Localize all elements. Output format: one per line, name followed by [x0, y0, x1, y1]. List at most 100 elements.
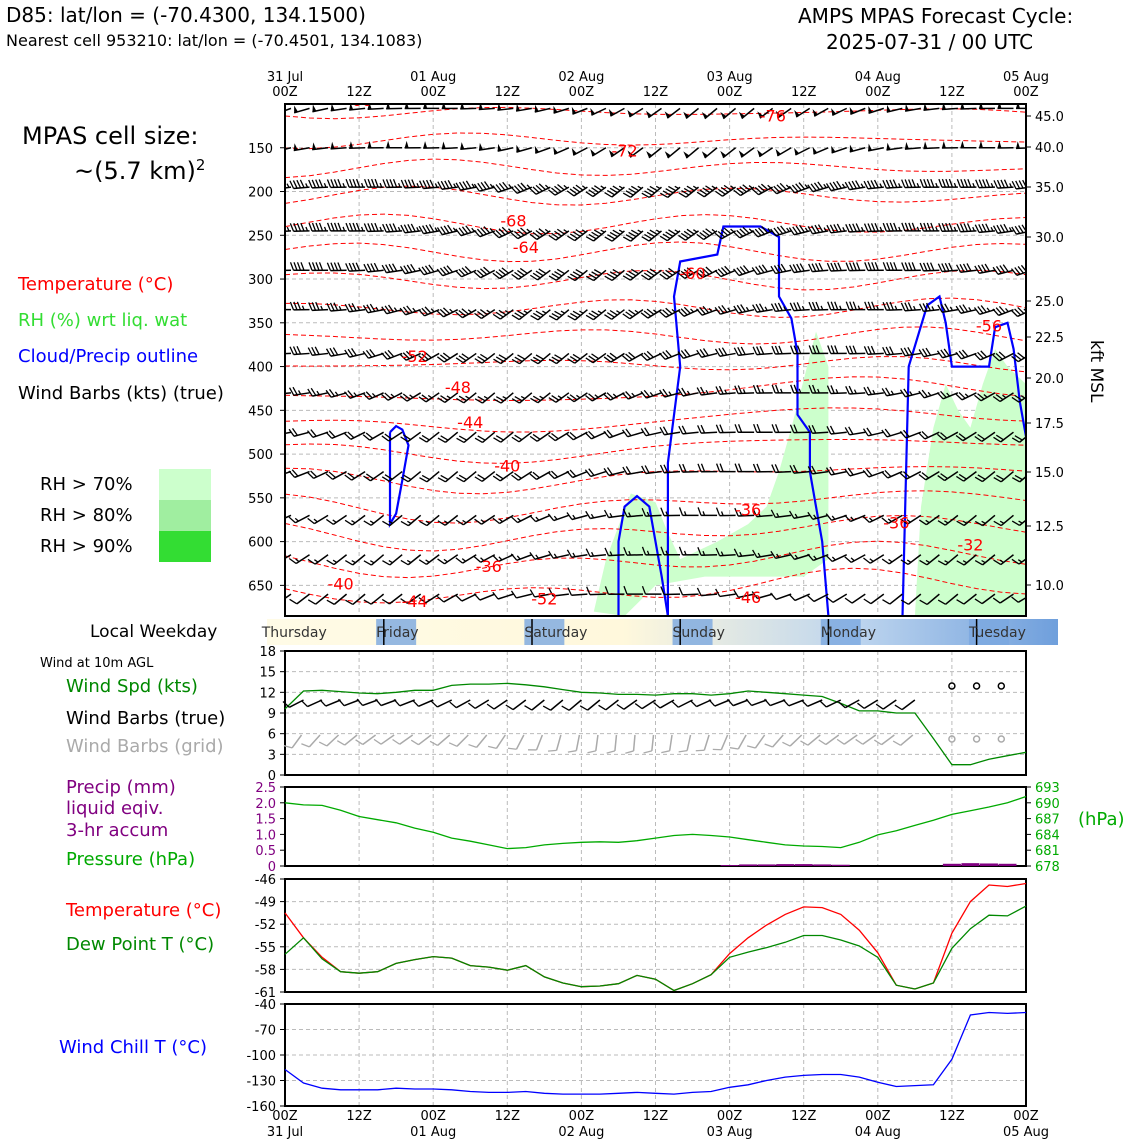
wind-barb-r11-half — [609, 551, 613, 556]
temp-label-1: -76 — [760, 107, 786, 126]
wind-barb-r9-full — [902, 471, 911, 478]
wind-barb-r1 — [831, 145, 847, 154]
wind-barb-r0 — [978, 104, 995, 110]
wind-barb-r2-full — [498, 182, 506, 191]
wind-barb-r9-full — [384, 474, 393, 480]
wind-barb-r6-full — [699, 348, 706, 357]
wind-barb-r8-shaft — [285, 431, 292, 436]
wind-barb-r0-flag — [646, 110, 652, 118]
cross-section-panel: -60-76-72-68-64-60-56-52-48-44-40-36-36-… — [248, 103, 1064, 617]
wind-barb-r6-full — [585, 357, 594, 364]
wind-barb-r2-full — [825, 183, 832, 191]
wind-barb-r2-full — [333, 179, 339, 188]
wind-barb-r7-half — [853, 389, 857, 394]
wind-barb-r8-full — [511, 436, 520, 443]
wind-barb-r11-full — [993, 559, 1002, 566]
wind-barb-r9-shaft — [426, 471, 440, 483]
wind-barb-r4-full — [941, 263, 947, 272]
wind10-barb-true-full — [764, 698, 771, 706]
wind-barb-r5-full — [733, 305, 740, 314]
wind10-barb-grid — [695, 734, 710, 752]
wind-barb-r5-full — [1017, 306, 1025, 314]
wind-barb-r5-shaft — [499, 309, 514, 320]
wind-barb-r5-shaft — [367, 308, 384, 314]
wind-barb-r8-full — [384, 433, 393, 440]
wind10-barb-grid-shaft — [380, 734, 395, 745]
wind-barb-r7-full — [955, 393, 963, 401]
wind-barb-r8-full — [306, 430, 314, 438]
wind-barb-r12 — [733, 589, 755, 599]
wind-barb-r3-full — [440, 226, 447, 235]
wind-barb-r2-full — [315, 179, 320, 188]
wind-barb-r3-full — [403, 224, 409, 233]
wind-barb-r2 — [585, 185, 607, 198]
wind-barb-r9-full — [977, 474, 986, 480]
wind-barb-r10-shaft — [738, 514, 755, 517]
wind-barb-r2-half — [879, 183, 883, 188]
wind-barb-r12 — [770, 592, 792, 601]
wind-barb-r10 — [956, 514, 977, 527]
wind-barb-r2-half — [674, 185, 679, 189]
wind-barb-r3-full — [811, 225, 817, 234]
wind-barb-r7 — [826, 385, 847, 395]
wind-barb-r5-full — [925, 302, 932, 311]
wind-barb-r2 — [529, 183, 551, 195]
wind-barb-r3-full — [355, 222, 361, 232]
wind-barb-r12 — [807, 593, 829, 603]
wind-barb-r3-full — [311, 222, 317, 232]
wind-barb-r12 — [307, 593, 329, 605]
wind-barb-r0 — [590, 107, 607, 116]
wind-barb-r2-full — [659, 192, 669, 198]
wind-barb-r5-full — [351, 303, 357, 312]
wind10-barb-grid-shaft — [789, 734, 803, 747]
wind-barb-r6 — [992, 351, 1014, 362]
wind-barb-r2-full — [686, 185, 695, 192]
wind-barb-r2-full — [702, 187, 711, 194]
wind-barb-r6-shaft — [610, 352, 625, 363]
wind-barb-r6-full — [808, 345, 813, 354]
wind-barb-r4-full — [607, 273, 616, 279]
wind-barb-r5-half — [357, 306, 361, 311]
wind-barb-r9-shaft — [285, 470, 292, 478]
temp-label-18: -46 — [735, 588, 761, 607]
wind-barb-r2-full — [548, 189, 556, 196]
wind-barb-r1 — [553, 147, 570, 155]
wind-barb-r11-shaft — [314, 554, 329, 565]
wind-barb-r5-full — [683, 306, 691, 314]
wind-barb-r0-flag — [627, 109, 633, 117]
wind-barb-r12-shaft — [738, 593, 755, 599]
wind-barb-r3 — [604, 229, 625, 242]
wind-barb-r11-full — [733, 548, 739, 557]
wind-barb-r11-half — [516, 555, 521, 560]
wind-barb-r4-full — [311, 262, 317, 271]
wind-barb-r8 — [584, 430, 607, 440]
wind-barb-r12 — [623, 585, 643, 595]
wind-barb-r10-full — [437, 520, 446, 526]
wind-barb-r5-full — [955, 305, 962, 314]
wind-barb-r7-half — [946, 392, 951, 397]
wind-barb-r3-full — [607, 234, 616, 240]
wind-barb-r8-full — [344, 433, 352, 440]
wind-barb-r9-full — [792, 464, 798, 474]
wind-barb-r4-full — [631, 268, 639, 275]
wind-barb-r7 — [511, 392, 533, 404]
wind10-barb-true-full — [838, 701, 846, 709]
wind-barb-r10-half — [702, 511, 706, 516]
wind-barb-r7-full — [718, 385, 724, 395]
wind-barb-r10-shaft — [888, 514, 903, 524]
wind-barb-r7-shaft — [867, 392, 884, 396]
wind-barb-r12-shaft — [701, 593, 718, 597]
wind-barb-r4 — [696, 266, 718, 279]
wind-barb-r0-shaft — [941, 107, 958, 111]
bottom-hour-label-4: 00Z — [865, 1109, 891, 1124]
wind-barb-r0-flag — [386, 104, 391, 109]
wind-barb-r10 — [770, 509, 792, 519]
wind-barb-r5-full — [758, 303, 765, 312]
wind-barb-r8 — [955, 431, 977, 442]
wind-barb-r8 — [640, 427, 662, 437]
wind10-barb-grid-full — [836, 738, 845, 745]
wind-barb-r2-full — [982, 179, 987, 188]
wind-barb-r10-shaft — [925, 514, 940, 526]
wind-barb-r4-full — [538, 268, 547, 275]
wind-barb-r6-full — [980, 350, 988, 358]
